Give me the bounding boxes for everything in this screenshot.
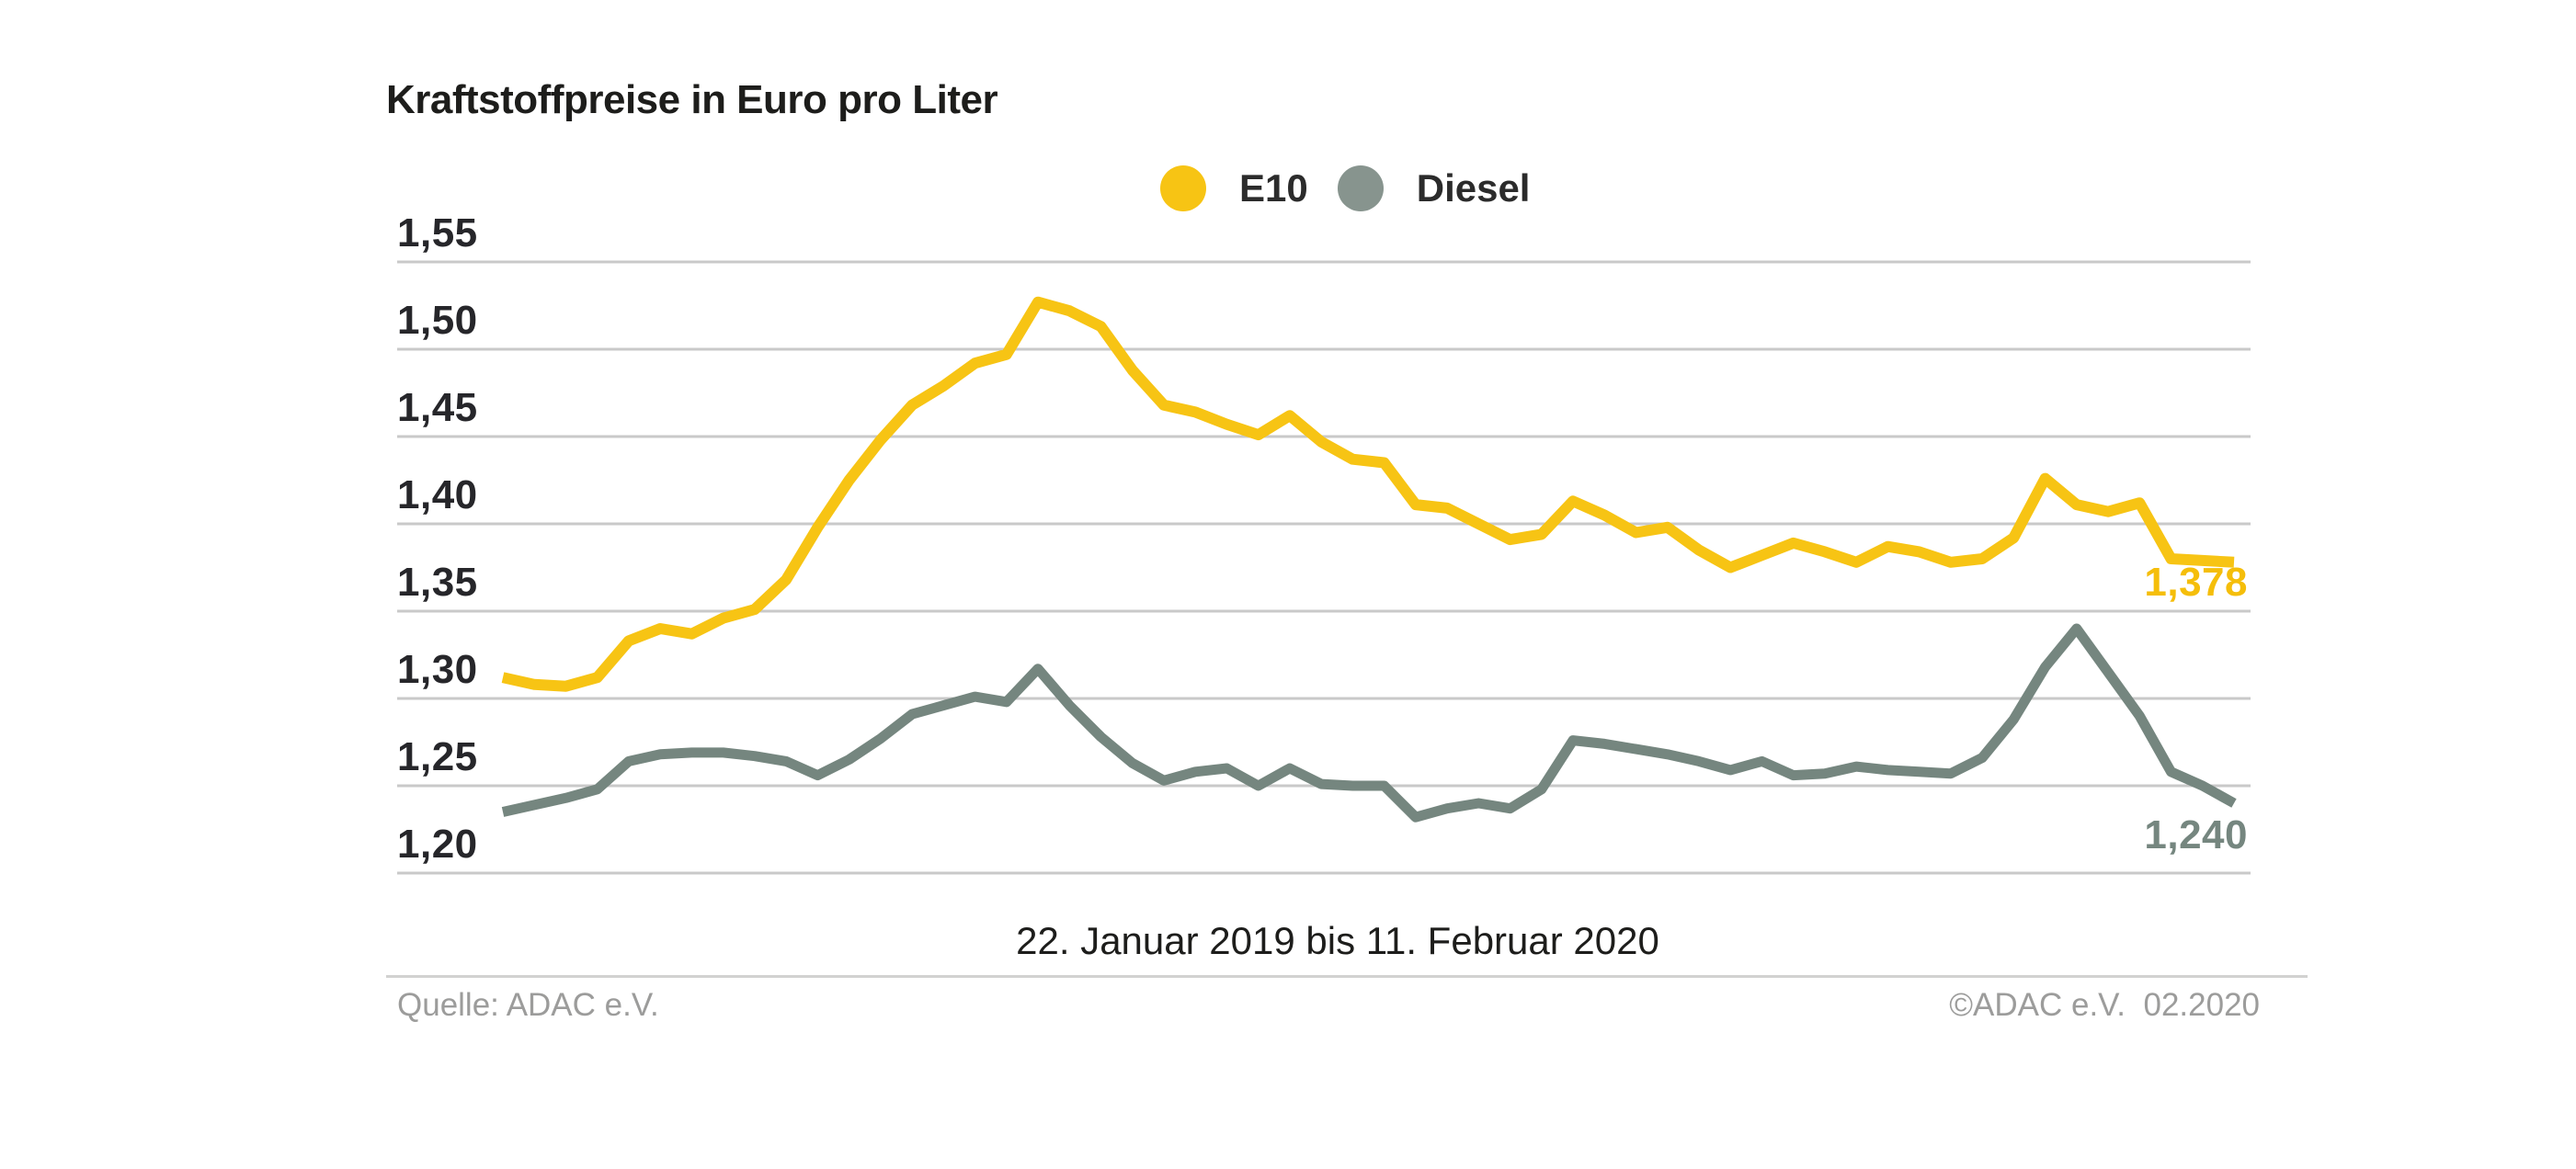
y-axis-label-1,30: 1,30 bbox=[397, 647, 478, 692]
y-axis-label-1,35: 1,35 bbox=[397, 560, 478, 605]
legend: E10 Diesel bbox=[1160, 165, 1559, 211]
e10-legend-dot-icon bbox=[1160, 165, 1206, 211]
diesel-price-line bbox=[501, 623, 2237, 823]
legend-label-e10: E10 bbox=[1239, 166, 1308, 210]
y-axis-label-1,50: 1,50 bbox=[397, 298, 478, 343]
diesel-end-value-label: 1,240 bbox=[2144, 812, 2248, 857]
y-axis-label-1,40: 1,40 bbox=[397, 472, 478, 517]
y-axis-label-1,25: 1,25 bbox=[397, 734, 478, 779]
chart-title: Kraftstoffpreise in Euro pro Liter bbox=[386, 77, 998, 122]
copyright-notice: ©ADAC e.V. 02.2020 bbox=[1949, 987, 2260, 1023]
diesel-legend-dot-icon bbox=[1337, 165, 1384, 211]
y-axis-label-1,20: 1,20 bbox=[397, 822, 478, 867]
e10-price-line bbox=[501, 296, 2235, 692]
legend-label-diesel: Diesel bbox=[1416, 166, 1531, 210]
x-axis-date-range-caption: 22. Januar 2019 bis 11. Februar 2020 bbox=[1016, 919, 1659, 962]
y-axis-label-1,45: 1,45 bbox=[397, 385, 478, 430]
source-attribution: Quelle: ADAC e.V. bbox=[397, 987, 659, 1023]
footer-divider bbox=[386, 975, 2308, 978]
y-axis-label-1,55: 1,55 bbox=[397, 210, 478, 255]
e10-end-value-label: 1,378 bbox=[2144, 560, 2248, 605]
